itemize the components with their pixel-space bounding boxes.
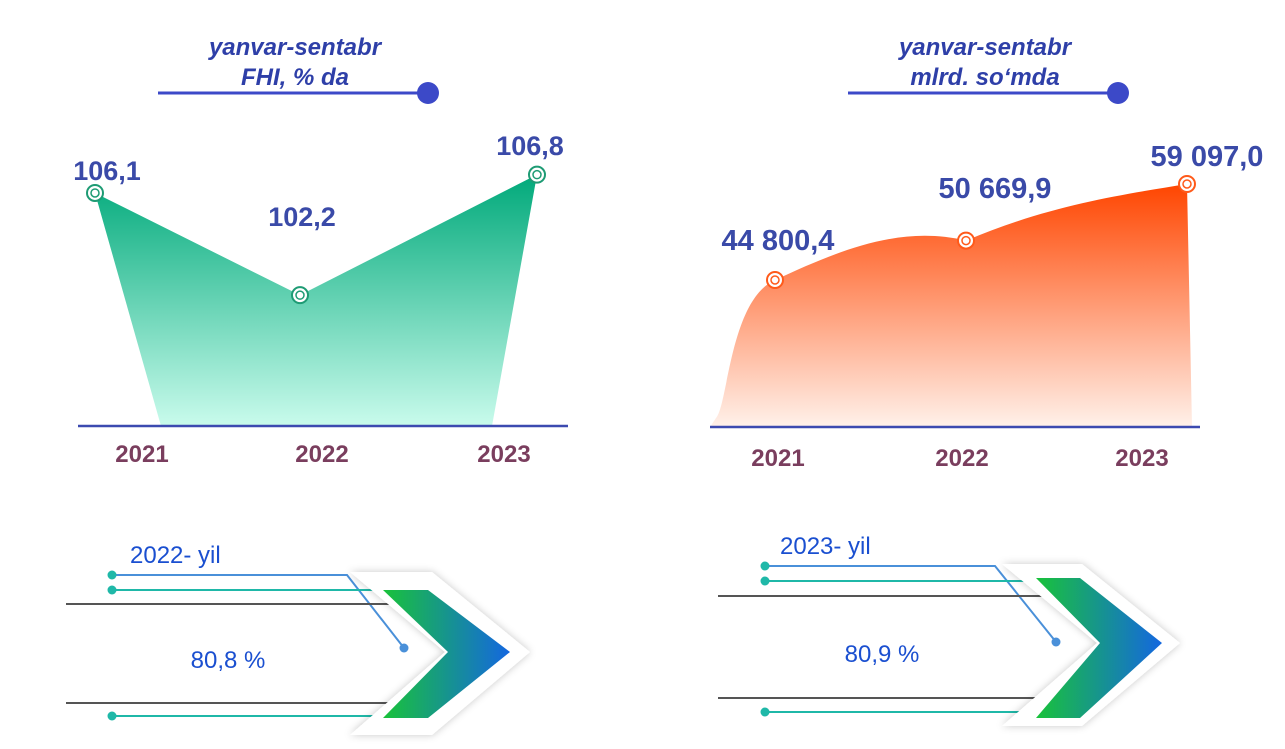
chart-right-title-line1: yanvar-sentabr [898, 34, 1073, 61]
panel-left-pointer-line [112, 574, 405, 649]
panel-right-percent: 80,9 % [845, 641, 920, 668]
panel-right-pointer-line [765, 565, 1057, 643]
chart-right-point [957, 231, 975, 250]
panel-right-year: 2023- yil [780, 533, 871, 560]
chart-left-x-tick: 2021 [115, 441, 168, 468]
panel-right-pointer-dot [1051, 637, 1061, 647]
chart-left-point-inner [295, 290, 305, 300]
chart-right-point-inner [961, 235, 971, 246]
panel-right-dot-1 [760, 561, 770, 571]
panel-left-dot-2 [107, 585, 117, 595]
chart-right-x-tick: 2023 [1115, 445, 1168, 472]
chart-right: yanvar-sentabr mlrd. so‘mda 44 800,4 2021… [710, 34, 1263, 472]
panel-left-dot-1 [107, 570, 117, 580]
chart-right-value-label: 44 800,4 [722, 225, 835, 257]
chart-left-value-label: 106,8 [496, 131, 564, 161]
panel-left-year: 2022- yil [130, 542, 221, 569]
chart-right-point-inner [770, 275, 780, 285]
panel-right-dot-3 [760, 707, 770, 717]
chart-left-title-line2: FHI, % da [241, 64, 349, 91]
chart-left-area [95, 174, 537, 426]
chart-right-x-tick: 2022 [935, 445, 988, 472]
chart-left-point [291, 286, 309, 305]
chart-left-title-line1: yanvar-sentabr [208, 34, 383, 61]
chart-left-point-inner [90, 188, 100, 198]
chart-right-value-label: 50 669,9 [939, 173, 1052, 205]
chart-right-x-tick: 2021 [751, 445, 804, 472]
chevron-right-icon [350, 572, 530, 735]
chart-right-point-inner [1182, 179, 1192, 189]
chevron-right-icon [1002, 564, 1180, 726]
chart-left-point-inner [532, 169, 542, 180]
chart-left-value-label: 106,1 [73, 156, 141, 186]
chart-right-value-label: 59 097,0 [1151, 141, 1264, 173]
panel-left-dot-3 [107, 711, 117, 721]
panel-right: 2023- yil 80,9 % [718, 533, 1180, 726]
chart-left-x-tick: 2023 [477, 441, 530, 468]
chart-left-title-dot [417, 82, 439, 104]
chart-right-point [766, 271, 784, 289]
chart-left-point [86, 183, 104, 202]
chart-left-value-label: 102,2 [268, 202, 336, 232]
chart-right-point [1178, 175, 1196, 193]
panel-left-percent: 80,8 % [191, 647, 266, 674]
chart-right-title-dot [1107, 82, 1129, 104]
chart-left: yanvar-sentabr FHI, % da 106,1 2021 102,2 2… [73, 34, 568, 468]
chart-right-area [710, 184, 1192, 427]
panel-right-dot-2 [760, 576, 770, 586]
chart-left-point [528, 165, 546, 184]
panel-left: 2022- yil 80,8 % [66, 542, 530, 735]
chart-right-title-line2: mlrd. so‘mda [910, 64, 1059, 91]
panel-left-pointer-dot [399, 643, 409, 653]
chart-left-x-tick: 2022 [295, 441, 348, 468]
